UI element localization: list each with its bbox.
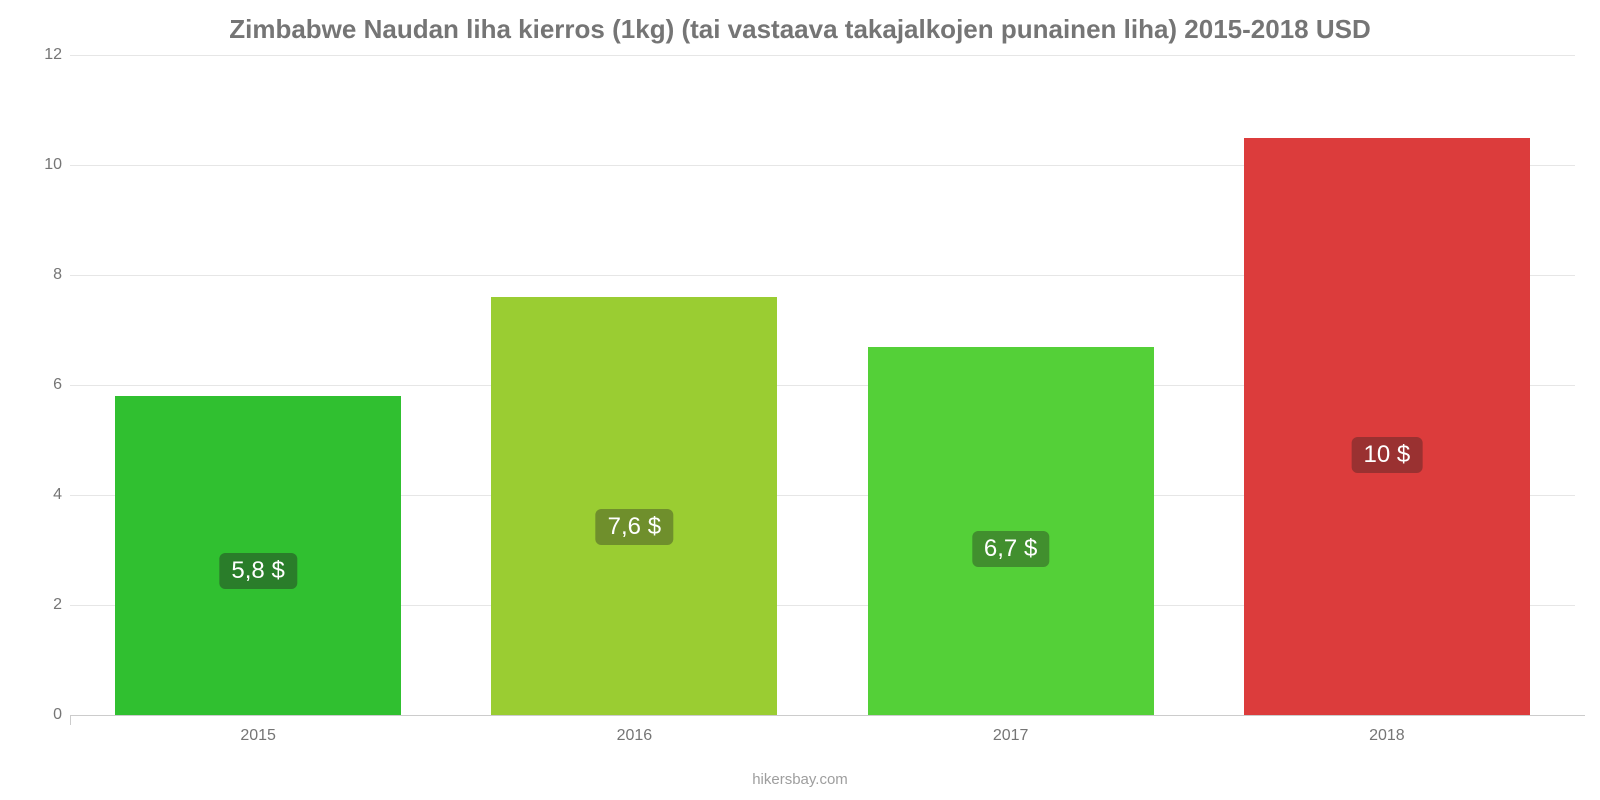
bar-value-label: 7,6 $ [596, 509, 673, 545]
y-tick-label: 6 [53, 376, 70, 394]
y-tick-label: 10 [44, 156, 70, 174]
x-tick-label: 2015 [240, 715, 276, 745]
x-tick-label: 2018 [1369, 715, 1405, 745]
y-axis-stub [70, 715, 71, 725]
bar: 7,6 $ [491, 297, 777, 715]
chart-title: Zimbabwe Naudan liha kierros (1kg) (tai … [0, 0, 1600, 45]
y-tick-label: 2 [53, 596, 70, 614]
bar-value-label: 10 $ [1352, 437, 1423, 473]
x-axis-line [70, 715, 1585, 716]
x-tick-label: 2017 [993, 715, 1029, 745]
chart-container: Zimbabwe Naudan liha kierros (1kg) (tai … [0, 0, 1600, 800]
y-tick-label: 0 [53, 706, 70, 724]
gridline [70, 55, 1575, 56]
y-tick-label: 8 [53, 266, 70, 284]
bar-value-label: 5,8 $ [219, 553, 296, 589]
x-tick-label: 2016 [617, 715, 653, 745]
bar: 5,8 $ [115, 396, 401, 715]
bar: 6,7 $ [868, 347, 1154, 716]
chart-footer: hikersbay.com [752, 771, 848, 788]
bar-value-label: 6,7 $ [972, 531, 1049, 567]
y-tick-label: 12 [44, 46, 70, 64]
bar: 10 $ [1244, 138, 1530, 716]
y-tick-label: 4 [53, 486, 70, 504]
plot-area: 0246810125,8 $20157,6 $20166,7 $201710 $… [70, 55, 1575, 715]
